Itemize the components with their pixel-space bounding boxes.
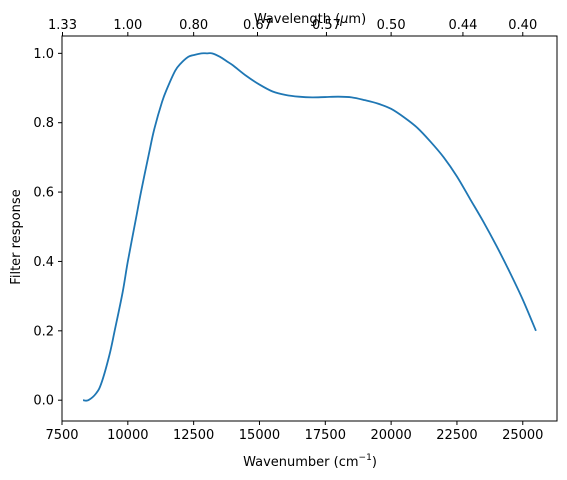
top-tick-label: 1.33: [48, 18, 77, 33]
axes-layer: 7500 10000 12500 15000 17500 20000 22500 25000 0…: [33, 18, 558, 443]
y-axis-title: Filter response: [9, 189, 24, 284]
plot-frame: [61, 35, 558, 422]
y-tick-label: 0.6: [33, 186, 54, 201]
top-tick-label: 1.00: [113, 18, 142, 33]
x-tick-label: 22500: [436, 428, 477, 443]
y-tick-label: 1.0: [33, 47, 54, 62]
top-axis-title-text: Wavelength (: [254, 12, 340, 27]
x-axis-title-text: Wavenumber (cm: [243, 455, 358, 470]
x-axis-title-sup: −1: [359, 453, 372, 463]
top-axis-title-suffix: m): [348, 12, 366, 27]
top-tick-label: 0.50: [377, 18, 406, 33]
x-axis-title: Wavenumber (cm−1): [243, 453, 377, 470]
series-line: [82, 52, 537, 402]
x-tick-label: 20000: [370, 428, 411, 443]
top-tick-label: 0.57: [312, 18, 341, 33]
x-tick-label: 10000: [107, 428, 148, 443]
top-tick-label: 0.44: [448, 18, 477, 33]
y-tick-label: 0.4: [33, 255, 54, 270]
y-tick-label: 0.8: [33, 116, 54, 131]
top-axis-title-mu: μ: [339, 12, 348, 27]
x-tick-label: 7500: [45, 428, 78, 443]
top-axis-title: Wavelength (μm): [254, 12, 366, 27]
y-tick-label: 0.0: [33, 394, 54, 409]
x-tick-label: 12500: [173, 428, 214, 443]
x-axis-title-suffix: ): [372, 455, 377, 470]
y-tick-label: 0.2: [33, 324, 54, 339]
top-tick-label: 0.67: [243, 18, 272, 33]
x-tick-label: 15000: [239, 428, 280, 443]
data-layer: [82, 52, 537, 402]
x-tick-label: 25000: [502, 428, 543, 443]
top-tick-label: 0.40: [508, 18, 537, 33]
x-tick-label: 17500: [305, 428, 346, 443]
top-tick-label: 0.80: [179, 18, 208, 33]
